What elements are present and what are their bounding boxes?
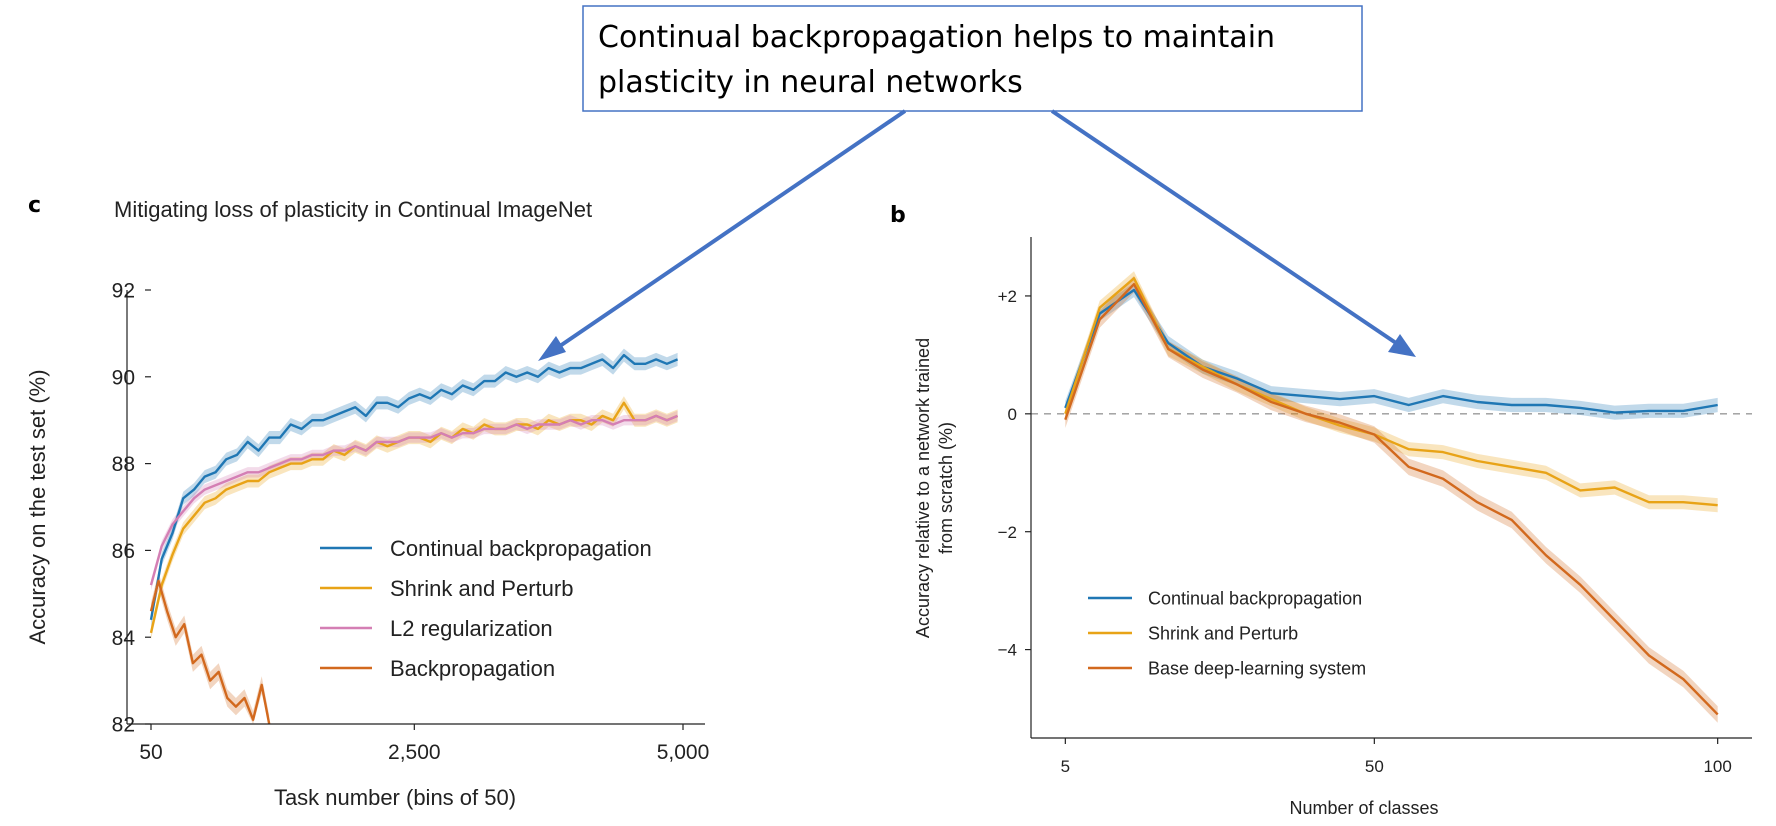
panel-b-legend: Continual backpropagation Shrink and Pert… bbox=[1088, 588, 1366, 678]
callout-arrows bbox=[538, 109, 1416, 361]
panel-c-ticks: 50 2,500 5,000 82 84 86 88 90 92 bbox=[112, 280, 710, 764]
y-tick-label: 90 bbox=[112, 366, 135, 389]
series-line-l2-regularization bbox=[149, 414, 679, 586]
arrow-to-panel-b bbox=[1050, 109, 1398, 345]
x-tick-label: 2,500 bbox=[388, 741, 441, 764]
series-band-backpropagation bbox=[151, 572, 270, 724]
panel-c-title: Mitigating loss of plasticity in Continu… bbox=[114, 197, 592, 222]
x-tick-label: 50 bbox=[139, 741, 162, 764]
x-tick-label: 5 bbox=[1061, 757, 1070, 776]
panel-b-ylabel-line-1: Accuracy relative to a network trained bbox=[913, 338, 933, 638]
panel-letter-c: c bbox=[28, 193, 41, 218]
y-tick-label: +2 bbox=[998, 287, 1017, 306]
x-tick-label: 100 bbox=[1703, 757, 1731, 776]
y-tick-label: 84 bbox=[112, 627, 136, 650]
callout-box bbox=[582, 5, 1363, 112]
legend-label-continual-backpropagation: Continual backpropagation bbox=[1148, 588, 1362, 608]
series-line-base-deep-learning-system bbox=[1064, 283, 1719, 716]
panel-c-xlabel: Task number (bins of 50) bbox=[274, 785, 516, 810]
callout-line-1: Continual backpropagation helps to maint… bbox=[598, 20, 1275, 55]
series-band-base-deep-learning-system bbox=[1065, 275, 1718, 723]
legend-label-backpropagation: Backpropagation bbox=[390, 656, 555, 681]
panel-b-ylabel-group: Accuracy relative to a network trained f… bbox=[913, 338, 956, 638]
series-band-continual-backpropagation bbox=[1065, 283, 1718, 420]
series-line-backpropagation bbox=[149, 579, 271, 725]
panel-c-lines bbox=[149, 353, 679, 725]
legend-label-shrink-and-perturb: Shrink and Perturb bbox=[390, 576, 573, 601]
y-tick-label: 92 bbox=[112, 280, 135, 303]
legend-label-l2-regularization: L2 regularization bbox=[390, 616, 553, 641]
panel-c-legend: Continual backpropagation Shrink and Pert… bbox=[320, 536, 652, 681]
legend-label-shrink-and-perturb: Shrink and Perturb bbox=[1148, 623, 1298, 643]
x-tick-label: 5,000 bbox=[657, 741, 710, 764]
panel-b-lines bbox=[1064, 277, 1719, 716]
panel-b-ticks: 5 50 100 +2 0 −2 −4 bbox=[998, 287, 1732, 776]
panel-b-ylabel-line-2: from scratch (%) bbox=[936, 422, 956, 554]
arrow-to-panel-c bbox=[555, 109, 907, 350]
panel-c-bands bbox=[151, 348, 678, 724]
panel-c-axes bbox=[126, 290, 705, 725]
legend-label-continual-backpropagation: Continual backpropagation bbox=[390, 536, 652, 561]
panel-letter-b: b bbox=[890, 203, 906, 228]
x-tick-label: 50 bbox=[1365, 757, 1384, 776]
series-line-continual-backpropagation bbox=[149, 353, 679, 621]
series-line-shrink-and-perturb bbox=[1064, 277, 1718, 507]
panel-b-bands bbox=[1031, 271, 1752, 723]
y-tick-label: 82 bbox=[112, 714, 135, 737]
y-tick-label: 0 bbox=[1008, 405, 1017, 424]
panel-b-xlabel: Number of classes bbox=[1289, 798, 1438, 818]
callout: Continual backpropagation helps to maint… bbox=[582, 5, 1363, 112]
panel-c-ylabel: Accuracy on the test set (%) bbox=[25, 369, 50, 644]
series-line-continual-backpropagation bbox=[1064, 288, 1718, 414]
series-band-shrink-and-perturb bbox=[1065, 271, 1718, 513]
callout-line-2: plasticity in neural networks bbox=[598, 65, 1023, 100]
y-tick-label: 88 bbox=[112, 453, 135, 476]
y-tick-label: 86 bbox=[112, 540, 135, 563]
panel-c-chart: c Mitigating loss of plasticity in Conti… bbox=[25, 193, 709, 810]
arrow-head-panel-b bbox=[1388, 334, 1416, 357]
y-tick-label: −4 bbox=[998, 641, 1017, 660]
y-tick-label: −2 bbox=[998, 523, 1017, 542]
legend-label-base-deep-learning-system: Base deep-learning system bbox=[1148, 658, 1366, 678]
panel-b-axes bbox=[1030, 237, 1752, 739]
panel-b-chart: b 5 50 100 +2 0 −2 −4 Number of classes Accura… bbox=[890, 203, 1752, 818]
arrow-head-panel-c bbox=[538, 336, 566, 361]
